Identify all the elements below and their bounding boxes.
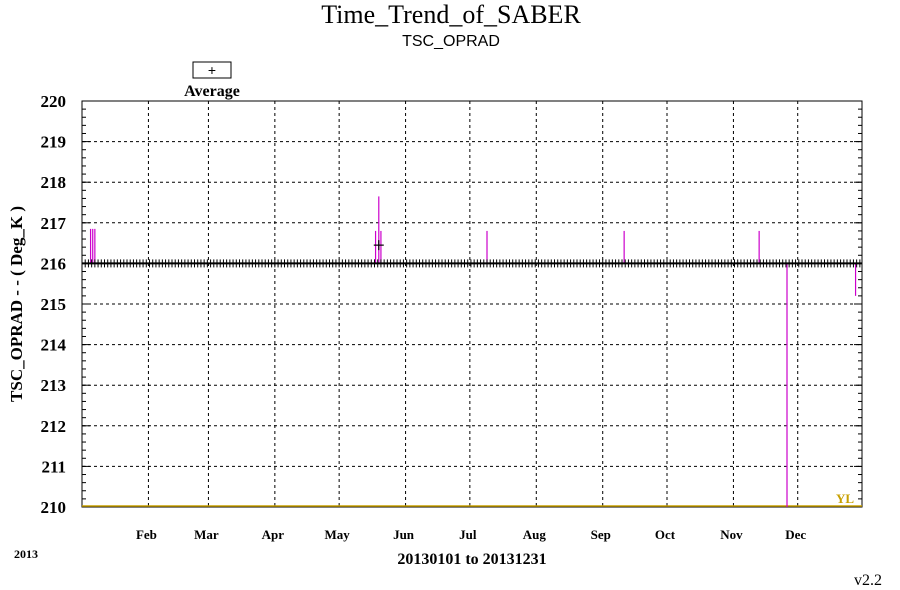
chart-subtitle: TSC_OPRAD — [402, 33, 500, 50]
x-tick-label: May — [325, 527, 351, 542]
x-tick-label: Aug — [523, 527, 547, 542]
year-label: 2013 — [14, 547, 38, 561]
x-tick-labels: Feb Mar Apr May Jun Jul Aug Sep Oct Nov Dec — [136, 527, 806, 542]
y-tick-label: 211 — [41, 457, 66, 476]
y-tick-label: 219 — [41, 133, 67, 152]
y-tick-label: 212 — [41, 417, 67, 436]
reference-line-label: YL — [836, 491, 854, 506]
x-axis-label: 20130101 to 20131231 — [397, 551, 546, 568]
y-tick-label: 210 — [41, 498, 67, 517]
x-tick-label: Feb — [136, 527, 157, 542]
y-tick-label: 213 — [41, 376, 67, 395]
y-tick-label: 214 — [41, 336, 67, 355]
legend-marker-box — [192, 61, 232, 79]
reference-line-group: YL — [82, 491, 862, 507]
y-tick-label: 215 — [41, 295, 67, 314]
legend-marker: + — [208, 62, 216, 78]
x-tick-label: Dec — [785, 527, 806, 542]
y-tick-labels: 210 211 212 213 214 215 216 217 218 219 220 — [41, 92, 67, 517]
y-tick-label: 217 — [41, 214, 67, 233]
y-axis-label: TSC_OPRAD - - ( Deg_K ) — [7, 206, 26, 402]
y-tick-label: 220 — [41, 92, 67, 111]
average-series — [81, 240, 862, 268]
x-tick-label: Sep — [591, 527, 611, 542]
y-tick-label: 218 — [41, 173, 67, 192]
version-label: v2.2 — [854, 572, 882, 589]
x-tick-label: Apr — [262, 527, 285, 542]
x-tick-label: Mar — [194, 527, 219, 542]
y-tick-label: 216 — [41, 254, 67, 273]
x-tick-label: Oct — [655, 527, 676, 542]
x-tick-label: Jun — [393, 527, 415, 542]
x-tick-label: Jul — [459, 527, 477, 542]
chart-title: Time_Trend_of_SABER — [321, 0, 581, 29]
excursion-marks — [89, 196, 857, 507]
x-tick-label: Nov — [720, 527, 743, 542]
legend-label: Average — [184, 83, 240, 100]
legend: + Average — [184, 61, 240, 100]
